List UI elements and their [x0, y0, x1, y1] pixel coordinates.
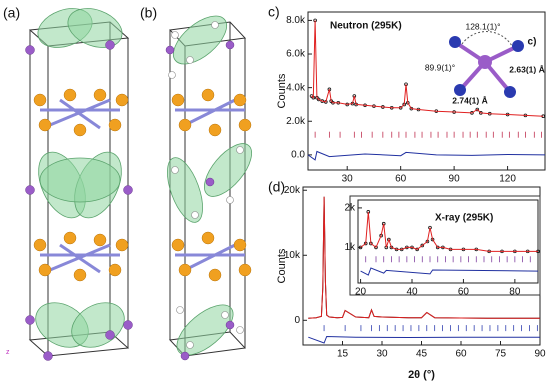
- charts: 30 60 90 120 0.0 2.0k 4.0k 6.0k 8.0k Neutron (295…: [276, 11, 546, 381]
- x-tick-label: 60: [395, 174, 407, 185]
- layer: [33, 88, 129, 282]
- data-line: [360, 211, 538, 252]
- annotation: 128.1(1)°: [465, 21, 500, 31]
- y-tick-label: 8.0k: [286, 15, 306, 26]
- panel-label: c): [268, 4, 280, 20]
- y-tick-label: 10k: [284, 250, 301, 261]
- data-point: [358, 245, 363, 250]
- data-line: [308, 335, 540, 344]
- chart-title: Neutron (295K): [330, 21, 402, 32]
- data-line: [308, 196, 540, 319]
- y-tick-label: 20k: [284, 185, 301, 196]
- inset-background: [349, 195, 541, 296]
- x-axis-label: 2θ (°): [408, 369, 435, 381]
- data-point: [420, 243, 425, 248]
- ellipsoid: [39, 157, 121, 203]
- ellipsoid: [67, 8, 123, 48]
- y-tick-label: 0.0: [291, 150, 305, 161]
- corner-atoms: [25, 40, 133, 361]
- y-tick-label: 6.0k: [286, 49, 306, 60]
- x-tick-label: 15: [337, 349, 349, 360]
- y-axis-label: Counts: [276, 73, 288, 108]
- x-tick-label: 60: [455, 349, 467, 360]
- data-line: [307, 150, 546, 161]
- annotation: c): [528, 37, 537, 48]
- annotation: 89.9(1)°: [425, 62, 455, 72]
- chart-title: X-ray (295K): [435, 213, 493, 224]
- x-tick-label: 60: [458, 287, 470, 298]
- x-tick-label: 80: [509, 287, 521, 298]
- x-tick-label: 45: [416, 349, 428, 360]
- ellipsoid: [167, 157, 203, 223]
- y-axis-label: Counts: [276, 248, 288, 283]
- panel-a: (a) z: [3, 5, 133, 361]
- data-line: [360, 267, 539, 276]
- annotation: 2.74(1) Å: [452, 95, 487, 105]
- ellipsoid: [173, 15, 227, 65]
- data-line: [311, 20, 544, 117]
- data-point: [374, 245, 378, 250]
- x-tick-label: 20: [355, 287, 367, 298]
- x-tick-label: 40: [406, 287, 418, 298]
- molecule: 128.1(1)° 89.9(1)° 2.63(1) Å 2.74(1) Å c…: [425, 21, 545, 105]
- axis-glyph: z: [6, 349, 10, 356]
- x-tick-label: 30: [342, 174, 354, 185]
- plot-frame: [357, 199, 539, 284]
- data-point: [316, 97, 321, 102]
- x-tick-label: 90: [534, 349, 546, 360]
- x-tick-label: 120: [499, 174, 516, 185]
- panel-label: (b): [140, 5, 157, 21]
- data-point: [475, 107, 480, 112]
- x-tick-label: 90: [449, 174, 461, 185]
- x-tick-label: 30: [376, 349, 388, 360]
- y-tick-label: 0: [294, 315, 300, 326]
- x-tick-label: 75: [495, 349, 507, 360]
- y-tick-label: 2.0k: [286, 116, 306, 127]
- y-tick-label: 2k: [344, 203, 356, 214]
- layer: [171, 88, 252, 282]
- panel-b: (b): [140, 5, 252, 361]
- white-atoms: [165, 21, 244, 361]
- ellipsoid: [204, 143, 252, 197]
- plot-frame: [307, 11, 546, 171]
- panel-label: (d): [268, 179, 285, 195]
- annotation: 2.63(1) Å: [509, 64, 544, 74]
- y-tick-label: 4.0k: [286, 82, 306, 93]
- panel-label: (a): [3, 5, 20, 21]
- y-tick-label: 1k: [344, 242, 356, 253]
